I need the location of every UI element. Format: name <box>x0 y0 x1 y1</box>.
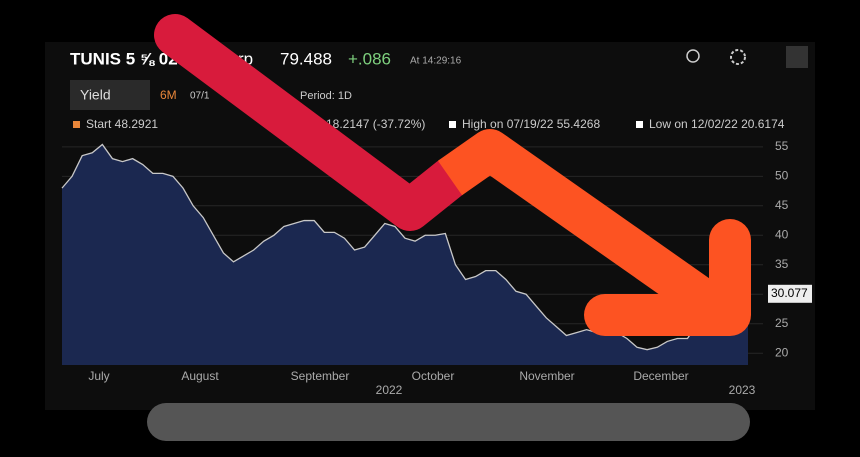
legend-start: Start 48.2921 <box>86 117 158 131</box>
y-tick-label: 20 <box>775 345 789 359</box>
area <box>62 144 748 365</box>
y-tick-label: 55 <box>775 139 789 153</box>
change: +.086 <box>348 49 391 68</box>
axes: 202530354045505530.077JulyAugustSeptembe… <box>88 139 812 397</box>
y-tick-label: 40 <box>775 227 789 241</box>
search-icon[interactable] <box>686 49 700 63</box>
legend-change: 18.2147 (-37.72%) <box>326 117 425 131</box>
expand-icon[interactable] <box>786 46 808 68</box>
red-arrow <box>154 14 471 231</box>
y-tick-label: 50 <box>775 168 789 182</box>
last-value: 30.077 <box>771 286 808 300</box>
date: 07/1 <box>190 91 210 102</box>
time: At 14:29:16 <box>410 56 462 67</box>
legend-low: Low on 12/02/22 20.6174 <box>649 117 785 131</box>
y-tick-label: 35 <box>775 257 789 271</box>
x-tick-label: October <box>412 369 455 383</box>
x-tick-label: December <box>633 369 688 383</box>
period: Period: 1D <box>300 90 352 102</box>
field-select[interactable] <box>70 80 150 110</box>
high-swatch <box>449 121 456 128</box>
year-label: 2022 <box>376 383 403 397</box>
last-value-box <box>768 284 812 303</box>
start-swatch <box>73 121 80 128</box>
x-tick-label: September <box>291 369 350 383</box>
y-tick-label: 25 <box>775 316 789 330</box>
price: 79.488 <box>280 49 332 68</box>
settings-icon[interactable] <box>730 49 746 65</box>
legend-high: High on 07/19/22 55.4268 <box>462 117 600 131</box>
ticker: TUNIS 5 ⅝ 02 <box>70 49 178 68</box>
orange-arrow <box>437 129 738 333</box>
x-tick-label: July <box>88 369 109 383</box>
low-swatch <box>636 121 643 128</box>
arrow-head <box>584 219 751 336</box>
range[interactable]: 6M <box>160 88 177 102</box>
y-tick-label: 45 <box>775 198 789 212</box>
scroll-bar[interactable] <box>147 403 750 441</box>
field: Yield <box>80 87 111 103</box>
line <box>61 143 749 351</box>
x-tick-label: August <box>181 369 219 383</box>
x-tick-label: November <box>519 369 574 383</box>
year-label: 2023 <box>729 383 756 397</box>
